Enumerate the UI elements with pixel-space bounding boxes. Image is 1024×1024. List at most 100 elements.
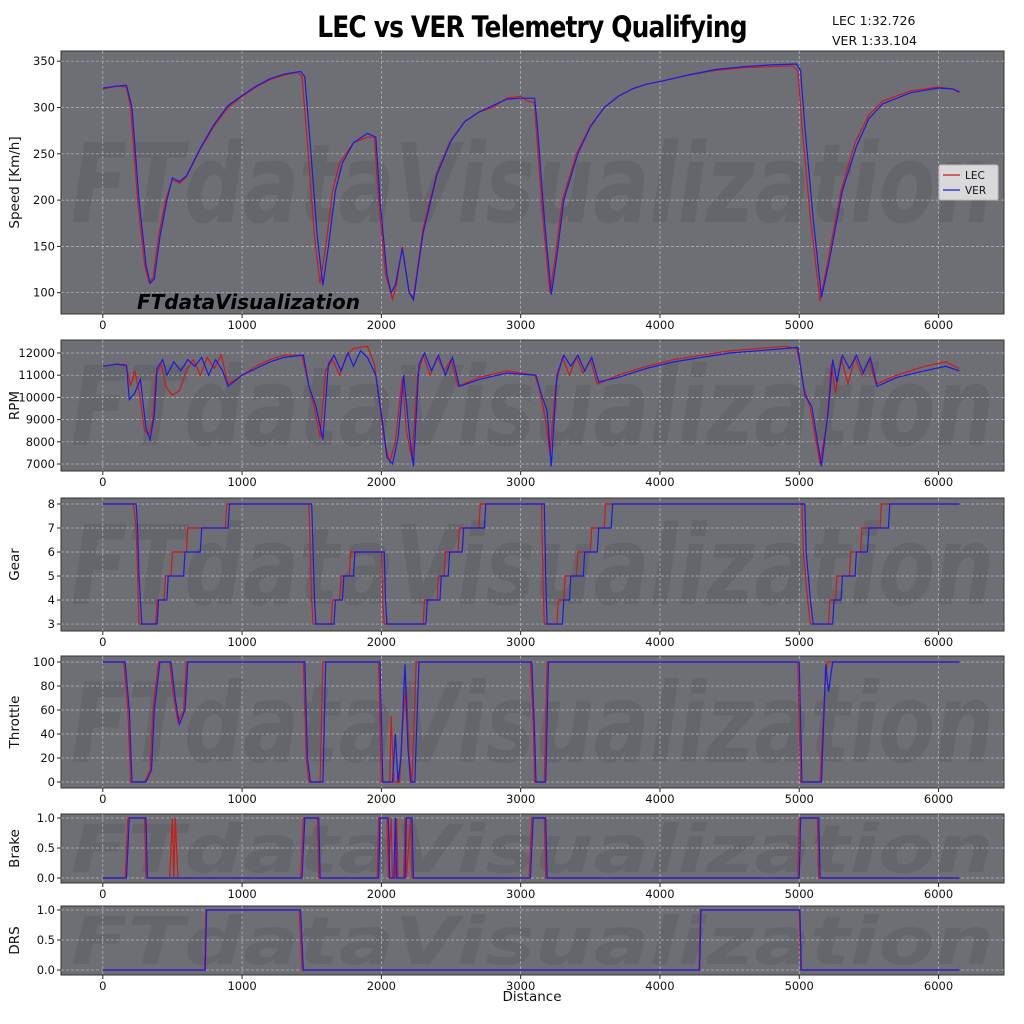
y-tick-label: 5 <box>48 569 55 583</box>
legend-label-lec: LEC <box>965 170 985 182</box>
panel-gear: FTdataVisualization 0 1000 2000 3000 4000 5000… <box>7 497 1005 649</box>
x-tick-label: 2000 <box>367 887 396 901</box>
y-tick-label: 80 <box>40 679 55 693</box>
y-tick-label: 8000 <box>26 435 55 449</box>
x-tick-label: 6000 <box>924 979 953 993</box>
x-axis-label: Distance <box>502 989 561 1005</box>
watermark: FTdataVisualization <box>71 120 994 248</box>
y-tick-label: 7000 <box>26 457 55 471</box>
x-tick-label: 0 <box>99 887 106 901</box>
y-tick-label: 100 <box>33 655 55 669</box>
y-tick-label: 150 <box>33 239 55 253</box>
x-tick-label: 4000 <box>645 318 674 332</box>
x-tick-label: 6000 <box>924 318 953 332</box>
x-tick-label: 3000 <box>506 792 535 806</box>
legend: LEC VER <box>938 164 999 201</box>
x-tick-label: 4000 <box>645 979 674 993</box>
x-tick-label: 1000 <box>227 475 256 489</box>
x-tick-label: 2000 <box>367 475 396 489</box>
x-tick-label: 6000 <box>924 792 953 806</box>
x-tick-label: 1000 <box>227 792 256 806</box>
plot-area <box>60 497 1005 632</box>
legend-label-ver: VER <box>965 185 986 197</box>
x-tick-label: 3000 <box>506 318 535 332</box>
brand-label: FTdataVisualization <box>137 290 360 314</box>
x-tick-label: 6000 <box>924 887 953 901</box>
series-line-ver <box>102 63 960 302</box>
x-tick-label: 5000 <box>785 475 814 489</box>
chart-title: LEC vs VER Telemetry Qualifying <box>317 10 747 44</box>
x-tick-label: 0 <box>99 475 106 489</box>
y-tick-label: 12000 <box>18 346 55 360</box>
x-tick-label: 5000 <box>785 979 814 993</box>
y-tick-label: 6 <box>48 545 55 559</box>
y-tick-label: 0.0 <box>37 871 55 885</box>
plot-area <box>60 50 1005 315</box>
x-tick-label: 5000 <box>785 887 814 901</box>
y-tick-label: 300 <box>33 100 55 114</box>
y-axis-label: Throttle <box>7 696 23 750</box>
y-tick-label: 9000 <box>26 413 55 427</box>
y-tick-label: 350 <box>33 54 55 68</box>
plot-area <box>60 905 1005 976</box>
y-axis-label: DRS <box>7 926 23 954</box>
x-tick-label: 5000 <box>785 318 814 332</box>
y-axis-label: Gear <box>7 548 23 581</box>
panel-speed: FTdataVisualization 0 1000 2000 3000 4000 5000… <box>7 50 1005 332</box>
y-tick-label: 100 <box>33 286 55 300</box>
y-tick-label: 250 <box>33 147 55 161</box>
y-tick-label: 4 <box>48 593 55 607</box>
y-tick-label: 1.0 <box>37 903 55 917</box>
x-tick-label: 6000 <box>924 635 953 649</box>
y-tick-label: 11000 <box>18 368 55 382</box>
x-tick-label: 3000 <box>506 887 535 901</box>
x-tick-label: 5000 <box>785 792 814 806</box>
x-tick-label: 4000 <box>645 792 674 806</box>
y-tick-label: 60 <box>40 703 55 717</box>
x-tick-label: 2000 <box>367 979 396 993</box>
y-tick-label: 0.0 <box>37 963 55 977</box>
y-tick-label: 3 <box>48 617 55 631</box>
watermark: FTdataVisualization <box>71 502 994 630</box>
series-line-ver <box>102 661 960 783</box>
series-line-ver <box>102 909 960 971</box>
x-tick-label: 4000 <box>645 887 674 901</box>
y-axis-label: RPM <box>7 391 23 420</box>
y-tick-label: 0 <box>48 775 55 789</box>
x-tick-label: 3000 <box>506 635 535 649</box>
y-tick-label: 10000 <box>18 390 55 404</box>
y-tick-label: 0.5 <box>37 841 55 855</box>
y-tick-label: 7 <box>48 521 55 535</box>
x-tick-label: 1000 <box>227 979 256 993</box>
series-line-ver <box>102 503 960 625</box>
x-tick-label: 4000 <box>645 475 674 489</box>
y-tick-label: 200 <box>33 193 55 207</box>
lec-laptime: LEC 1:32.726 <box>832 13 916 28</box>
x-tick-label: 6000 <box>924 475 953 489</box>
x-tick-label: 2000 <box>367 792 396 806</box>
x-tick-label: 0 <box>99 318 106 332</box>
x-tick-label: 1000 <box>227 318 256 332</box>
y-tick-label: 20 <box>40 751 55 765</box>
x-tick-label: 2000 <box>367 318 396 332</box>
series-line-ver <box>102 346 960 467</box>
y-tick-label: 8 <box>48 497 55 511</box>
x-tick-label: 4000 <box>645 635 674 649</box>
watermark: FTdataVisualization <box>71 904 994 980</box>
x-tick-label: 0 <box>99 792 106 806</box>
x-tick-label: 2000 <box>367 635 396 649</box>
y-axis-label: Brake <box>7 829 23 868</box>
y-tick-label: 0.5 <box>37 933 55 947</box>
y-tick-label: 40 <box>40 727 55 741</box>
series-line-ver <box>102 817 960 879</box>
x-tick-label: 0 <box>99 635 106 649</box>
panel-rpm: FTdataVisualization 0 1000 2000 3000 4000 5000… <box>7 339 1005 489</box>
x-tick-label: 1000 <box>227 887 256 901</box>
ver-laptime: VER 1:33.104 <box>832 33 918 48</box>
legend-box <box>938 164 999 201</box>
x-tick-label: 5000 <box>785 635 814 649</box>
